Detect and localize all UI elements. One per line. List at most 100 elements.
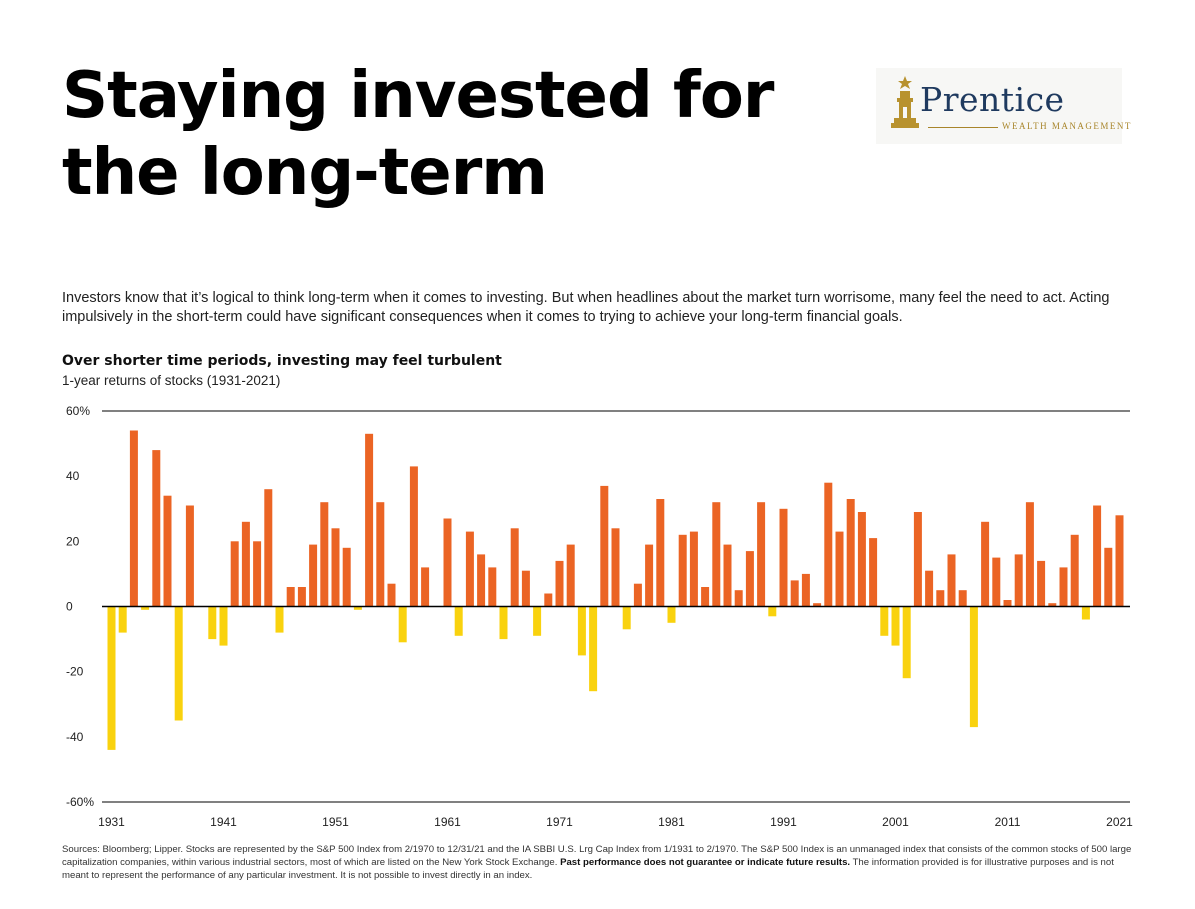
bar-1949 xyxy=(309,544,318,607)
bar-2002 xyxy=(902,606,911,679)
y-tick-label: 60% xyxy=(66,404,90,418)
bar-1986 xyxy=(723,544,732,607)
bar-1941 xyxy=(219,606,228,646)
bar-1957 xyxy=(398,606,407,643)
footnote-text: Sources: Bloomberg; Lipper. Stocks are r… xyxy=(62,844,1132,868)
bar-1935 xyxy=(152,450,161,607)
x-tick-label: 1951 xyxy=(322,815,349,829)
logo-tagline: WEALTH MANAGEMENT xyxy=(1002,121,1132,131)
bar-1952 xyxy=(342,547,351,607)
bar-2004 xyxy=(925,570,934,607)
bar-1933 xyxy=(129,430,138,607)
sources-footnote: Sources: Bloomberg; Lipper. Stocks are r… xyxy=(62,843,1138,882)
bar-2014 xyxy=(1037,560,1046,607)
bar-2017 xyxy=(1070,534,1079,607)
bar-1991 xyxy=(779,508,788,607)
bar-1969 xyxy=(533,606,542,636)
y-tick-label: -20 xyxy=(66,665,84,679)
bar-2011 xyxy=(1003,600,1012,607)
x-tick-label: 1971 xyxy=(546,815,573,829)
bar-1968 xyxy=(521,570,530,607)
bar-1980 xyxy=(656,499,665,607)
bar-1987 xyxy=(734,590,743,607)
bar-1931 xyxy=(107,606,116,750)
bar-2008 xyxy=(969,606,978,728)
bar-1950 xyxy=(320,502,329,607)
bar-1961 xyxy=(443,518,452,607)
y-tick-label: 20 xyxy=(66,534,80,548)
bar-1970 xyxy=(544,593,553,607)
x-tick-label: 1981 xyxy=(658,815,685,829)
bar-2009 xyxy=(981,521,990,607)
bar-1988 xyxy=(745,551,754,607)
x-tick-label: 1941 xyxy=(210,815,237,829)
bar-1958 xyxy=(409,466,418,607)
bar-1996 xyxy=(835,531,844,607)
bar-1959 xyxy=(421,567,430,607)
bar-1984 xyxy=(701,587,710,607)
bar-1972 xyxy=(566,544,575,607)
bar-1934 xyxy=(141,606,150,610)
x-tick-label: 2001 xyxy=(882,815,909,829)
bar-1946 xyxy=(275,606,284,633)
page-title: Staying invested for the long-term xyxy=(62,59,774,210)
chart-title: Over shorter time periods, investing may… xyxy=(62,353,502,369)
bar-1993 xyxy=(801,573,810,607)
bar-1954 xyxy=(365,433,374,607)
logo-wordmark: Prentice xyxy=(920,80,1065,119)
bar-2020 xyxy=(1104,547,1113,607)
bar-1937 xyxy=(174,606,183,721)
bar-1956 xyxy=(387,583,396,607)
bar-2005 xyxy=(936,590,945,607)
bar-2015 xyxy=(1048,603,1057,607)
footnote-text-end: The information provided is for illustra… xyxy=(62,857,1114,881)
bar-1971 xyxy=(555,560,564,607)
bar-1976 xyxy=(611,528,620,607)
bar-1951 xyxy=(331,528,340,607)
bar-1975 xyxy=(600,485,609,607)
bar-1953 xyxy=(353,606,362,610)
bar-1973 xyxy=(577,606,586,656)
x-tick-label: 1991 xyxy=(770,815,797,829)
returns-bar-chart: 60% 40 20 0 -20 -40 -60% 1931 1941 1951 1961 1971 19… xyxy=(66,404,1133,829)
logo-divider xyxy=(928,127,998,128)
bar-1945 xyxy=(264,489,273,607)
bar-1948 xyxy=(297,587,306,607)
bar-1998 xyxy=(857,512,866,607)
bar-1995 xyxy=(824,482,833,607)
bar-1990 xyxy=(768,606,777,617)
bar-1999 xyxy=(869,538,878,607)
bar-1977 xyxy=(622,606,631,630)
bar-1938 xyxy=(185,505,194,607)
company-logo: Prentice WEALTH MANAGEMENT xyxy=(876,68,1130,144)
bar-1932 xyxy=(118,606,127,633)
x-tick-label: 2021 xyxy=(1106,815,1133,829)
bar-1992 xyxy=(790,580,799,607)
bar-1997 xyxy=(846,499,855,607)
y-tick-label: -40 xyxy=(66,730,84,744)
bar-1965 xyxy=(488,567,497,607)
y-tick-label: 0 xyxy=(66,600,73,614)
bar-2019 xyxy=(1093,505,1102,607)
bar-2000 xyxy=(880,606,889,636)
bar-2010 xyxy=(992,557,1001,607)
bar-1962 xyxy=(454,606,463,636)
bar-1944 xyxy=(253,541,262,607)
castle-tower-icon xyxy=(891,76,919,128)
bar-2012 xyxy=(1014,554,1023,607)
bar-1967 xyxy=(510,528,519,607)
footnote-disclaimer: Past performance does not guarantee or i… xyxy=(560,857,851,868)
bar-1983 xyxy=(689,531,698,607)
bar-2007 xyxy=(958,590,967,607)
bar-2001 xyxy=(891,606,900,646)
x-tick-label: 1931 xyxy=(98,815,125,829)
x-tick-label: 1961 xyxy=(434,815,461,829)
bar-2018 xyxy=(1081,606,1090,620)
bar-1966 xyxy=(499,606,508,640)
bar-1989 xyxy=(757,502,766,607)
bar-2003 xyxy=(913,512,922,607)
bar-1985 xyxy=(712,502,721,607)
chart-subtitle: 1-year returns of stocks (1931-2021) xyxy=(62,373,281,388)
bar-1981 xyxy=(667,606,676,623)
bar-1978 xyxy=(633,583,642,607)
